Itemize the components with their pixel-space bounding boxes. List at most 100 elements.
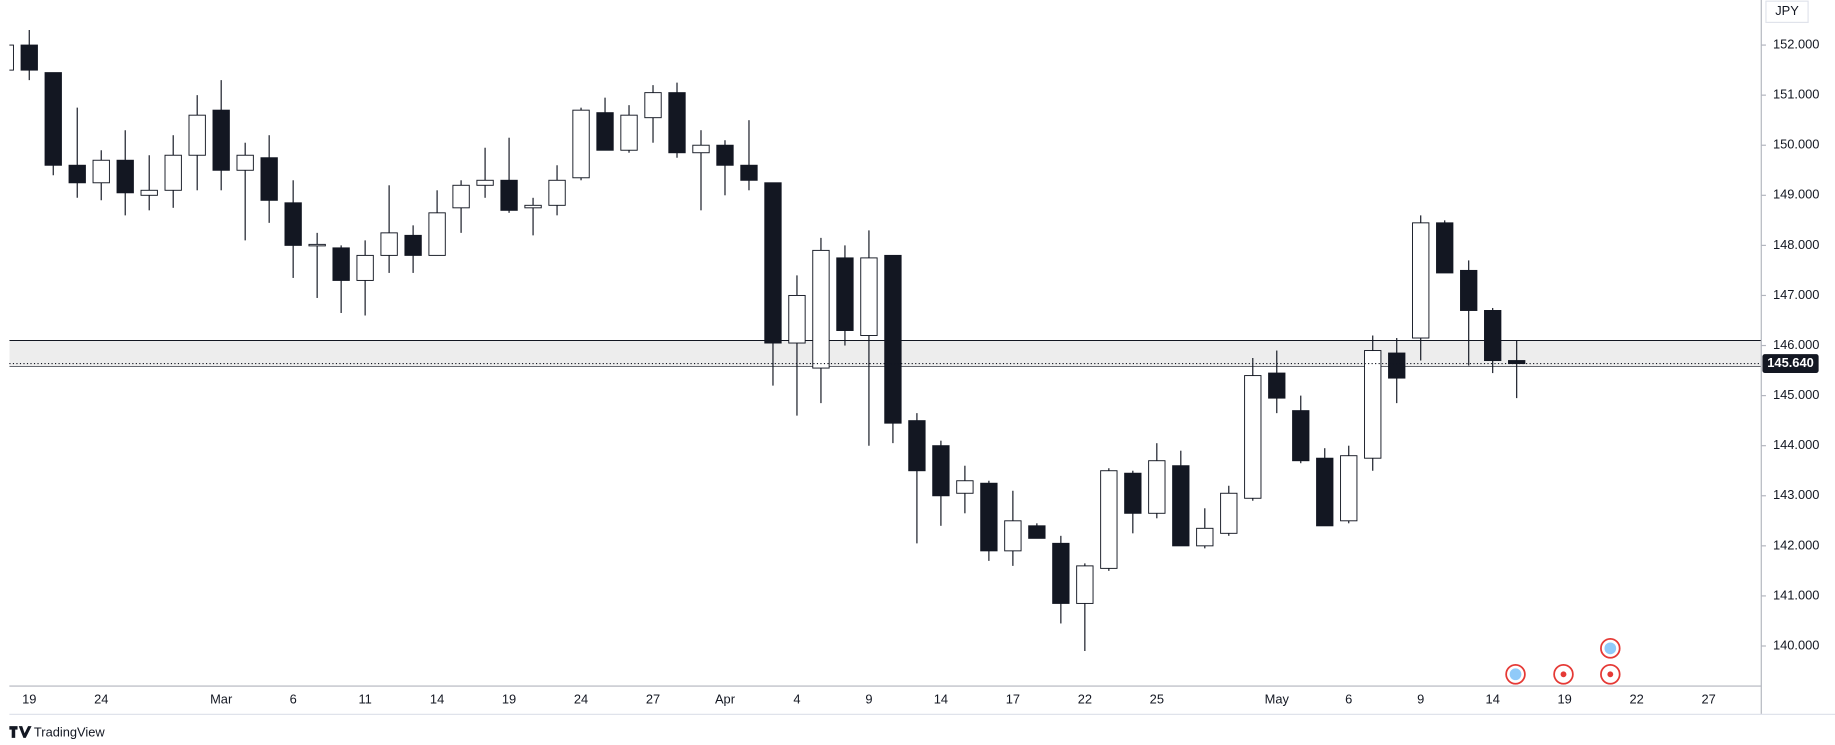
candle-body bbox=[1052, 542, 1070, 604]
candle-body bbox=[20, 44, 38, 71]
y-tick-label: 150.000 bbox=[1773, 137, 1819, 152]
x-tick-label: 17 bbox=[1006, 692, 1020, 707]
candle-body bbox=[1484, 310, 1502, 362]
candle-body bbox=[140, 189, 158, 196]
candle-body bbox=[1004, 520, 1022, 552]
candle-body bbox=[764, 182, 782, 344]
candle-body bbox=[932, 445, 950, 497]
candle-body bbox=[1316, 457, 1334, 527]
candle-body bbox=[1100, 470, 1118, 569]
candle-body bbox=[380, 232, 398, 256]
candle-body bbox=[1244, 375, 1262, 499]
candle-body bbox=[68, 164, 86, 184]
candle-body bbox=[908, 420, 926, 472]
brand-name[interactable]: TradingView bbox=[34, 725, 105, 740]
x-tick-label: 19 bbox=[1558, 692, 1572, 707]
event-icons bbox=[1505, 638, 1621, 685]
candle-body bbox=[956, 480, 974, 494]
x-tick-label: May bbox=[1265, 692, 1290, 707]
candle-body bbox=[884, 254, 902, 424]
candle-body bbox=[332, 247, 350, 281]
x-tick-label: 19 bbox=[22, 692, 36, 707]
candle-body bbox=[356, 254, 374, 281]
last-price-label: 145.640 bbox=[1767, 355, 1813, 370]
candle-body bbox=[1028, 525, 1046, 539]
candle-body bbox=[812, 249, 830, 369]
candle-body bbox=[1268, 372, 1286, 399]
candle-body bbox=[1364, 350, 1382, 459]
y-tick-label: 151.000 bbox=[1773, 87, 1819, 102]
plot-area bbox=[9, 30, 1762, 652]
candle-body bbox=[164, 154, 182, 191]
candle-body bbox=[260, 157, 278, 201]
candle-body bbox=[860, 257, 878, 336]
x-tick-label: 22 bbox=[1078, 692, 1092, 707]
candle-body bbox=[1388, 352, 1406, 379]
candle-body bbox=[524, 204, 542, 209]
x-tick-label: 9 bbox=[865, 692, 872, 707]
candle-body bbox=[188, 114, 206, 156]
x-tick-label: 25 bbox=[1150, 692, 1164, 707]
candle-body bbox=[1340, 455, 1358, 522]
x-tick-label: Mar bbox=[210, 692, 233, 707]
candle-body bbox=[476, 179, 494, 186]
x-tick-label: 22 bbox=[1629, 692, 1643, 707]
candle-body bbox=[788, 294, 806, 344]
candle-body bbox=[716, 144, 734, 166]
brand-logo bbox=[9, 726, 32, 738]
candle-body bbox=[500, 179, 518, 211]
candle-body bbox=[1436, 222, 1454, 274]
candle-body bbox=[548, 179, 566, 206]
currency-label: JPY bbox=[1775, 3, 1799, 18]
candle-body bbox=[212, 109, 230, 171]
x-tick-label: 14 bbox=[430, 692, 444, 707]
candle-body bbox=[1148, 460, 1166, 514]
candle-body bbox=[980, 482, 998, 552]
candle-body bbox=[92, 159, 110, 184]
x-tick-label: 27 bbox=[1701, 692, 1715, 707]
candle-body bbox=[1076, 565, 1094, 604]
candle-body bbox=[836, 257, 854, 331]
y-tick-label: 143.000 bbox=[1773, 487, 1819, 502]
candle-body bbox=[236, 154, 254, 171]
candle-body bbox=[1220, 492, 1238, 534]
y-tick-label: 145.000 bbox=[1773, 387, 1819, 402]
x-tick-label: 11 bbox=[358, 692, 371, 707]
candle-body bbox=[1196, 527, 1214, 547]
y-tick-label: 146.000 bbox=[1773, 337, 1819, 352]
candle-body bbox=[284, 202, 302, 246]
last-price-box bbox=[1762, 354, 1819, 373]
candle-body bbox=[116, 159, 134, 194]
x-tick-label: 14 bbox=[934, 692, 948, 707]
currency-box bbox=[1765, 0, 1809, 23]
candle-body bbox=[308, 243, 326, 247]
candle-body bbox=[428, 212, 446, 256]
candle-body bbox=[1412, 222, 1430, 339]
candle-body bbox=[1124, 472, 1142, 514]
x-tick-label: 4 bbox=[793, 692, 800, 707]
candle-body bbox=[1292, 410, 1310, 462]
candle-body bbox=[1172, 465, 1190, 547]
candle-body bbox=[596, 112, 614, 151]
candle-body bbox=[668, 92, 686, 154]
y-tick-label: 140.000 bbox=[1773, 637, 1819, 652]
x-tick-label: 14 bbox=[1486, 692, 1500, 707]
candle-body bbox=[644, 92, 662, 119]
candle-body bbox=[692, 144, 710, 154]
y-tick-label: 141.000 bbox=[1773, 587, 1819, 602]
candle-body bbox=[44, 72, 62, 166]
candle-body bbox=[1460, 269, 1478, 311]
candle-body bbox=[740, 164, 758, 181]
x-tick-label: 19 bbox=[502, 692, 516, 707]
candle-body bbox=[572, 109, 590, 179]
y-tick-label: 142.000 bbox=[1773, 537, 1819, 552]
x-tick-label: 9 bbox=[1417, 692, 1424, 707]
y-tick-label: 144.000 bbox=[1773, 437, 1819, 452]
y-tick-label: 147.000 bbox=[1773, 287, 1819, 302]
x-tick-label: Apr bbox=[715, 692, 736, 707]
y-tick-label: 149.000 bbox=[1773, 187, 1819, 202]
candle-body bbox=[620, 114, 638, 151]
x-tick-label: 24 bbox=[94, 692, 108, 707]
y-tick-label: 148.000 bbox=[1773, 237, 1819, 252]
